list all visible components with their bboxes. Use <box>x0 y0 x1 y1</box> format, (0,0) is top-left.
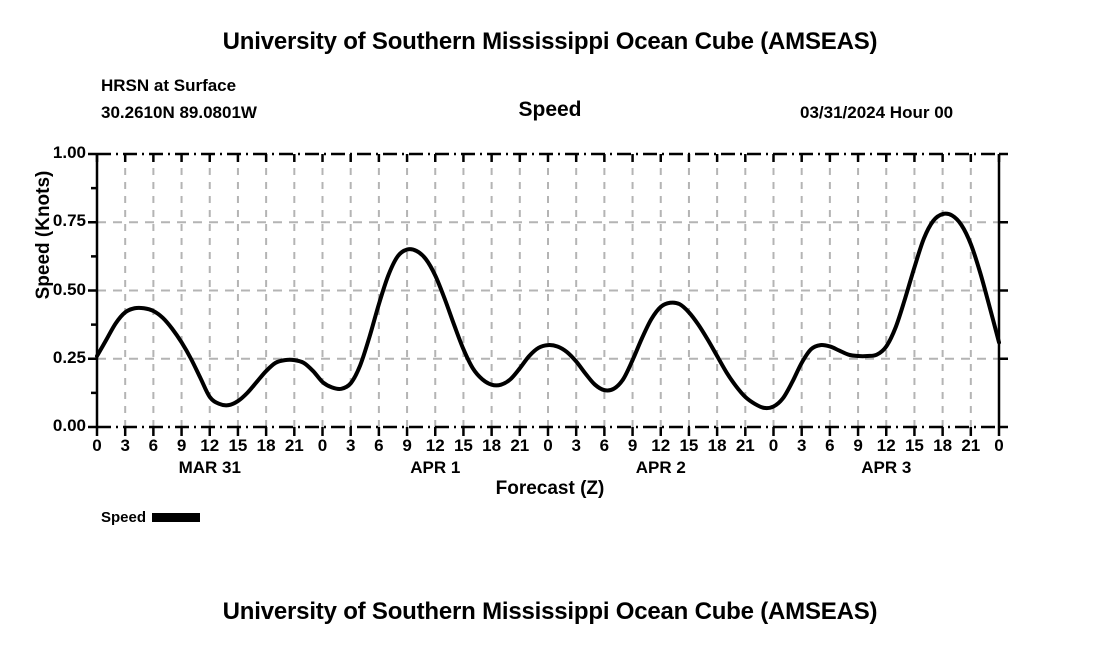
x-tick-label: 18 <box>256 436 276 455</box>
page-title-bottom: University of Southern Mississippi Ocean… <box>222 598 878 625</box>
x-tick-label: 9 <box>402 436 412 455</box>
x-tick-label: 6 <box>599 436 610 455</box>
x-tick-label: 9 <box>853 436 863 455</box>
x-tick-label: 12 <box>425 436 445 455</box>
x-tick-label: 0 <box>994 436 1004 455</box>
x-axis-label: Forecast (Z) <box>495 478 605 499</box>
x-tick-label: 21 <box>735 436 755 455</box>
x-tick-label: 12 <box>651 436 671 455</box>
y-tick-label: 1.00 <box>52 143 86 162</box>
x-tick-label: 15 <box>904 436 924 455</box>
y-tick-label: 0.75 <box>52 211 86 231</box>
y-tick-label: 0.50 <box>52 279 86 299</box>
x-tick-label: 18 <box>482 436 502 455</box>
x-tick-label: 3 <box>345 436 356 455</box>
x-tick-label: 0 <box>317 436 328 455</box>
x-tick-label: 6 <box>825 436 835 455</box>
chart-legend: Speed <box>101 509 201 526</box>
x-tick-label: 12 <box>876 436 896 455</box>
x-tick-label: 6 <box>374 436 384 455</box>
x-tick-label: 3 <box>796 436 807 455</box>
x-axis-day-label: APR 1 <box>410 458 461 477</box>
x-tick-label: 15 <box>228 436 248 455</box>
x-tick-label: 21 <box>284 436 304 455</box>
x-tick-label: 0 <box>92 436 102 455</box>
model-run-label: 03/31/2024 Hour 00 <box>800 103 954 122</box>
y-tick-label: 0.00 <box>52 416 86 435</box>
x-tick-label: 15 <box>679 436 699 455</box>
x-tick-label: 0 <box>768 436 779 455</box>
x-tick-label: 18 <box>707 436 727 455</box>
x-tick-label: 18 <box>933 436 953 455</box>
y-tick-label: 0.25 <box>52 347 86 367</box>
x-tick-label: 9 <box>176 436 187 455</box>
page-title: University of Southern Mississippi Ocean… <box>222 28 878 55</box>
coordinates-label: 30.2610N 89.0801W <box>101 103 257 122</box>
x-axis-day-label: MAR 31 <box>178 458 241 477</box>
x-tick-label: 0 <box>543 436 553 455</box>
x-tick-label: 3 <box>120 436 130 455</box>
x-tick-label: 3 <box>571 436 581 455</box>
x-axis-day-label: APR 3 <box>861 458 912 477</box>
x-tick-label: 21 <box>961 436 981 455</box>
x-tick-label: 9 <box>627 436 638 455</box>
station-depth-label: HRSN at Surface <box>101 76 237 95</box>
legend-line-swatch <box>152 513 201 522</box>
legend-label: Speed <box>101 509 147 526</box>
series-line-speed <box>95 211 1001 411</box>
x-axis-day-label: APR 2 <box>635 458 686 477</box>
x-tick-label: 12 <box>200 436 220 455</box>
x-tick-label: 15 <box>453 436 473 455</box>
x-tick-label: 6 <box>148 436 159 455</box>
x-tick-label: 21 <box>510 436 530 455</box>
variable-title: Speed <box>518 98 582 121</box>
